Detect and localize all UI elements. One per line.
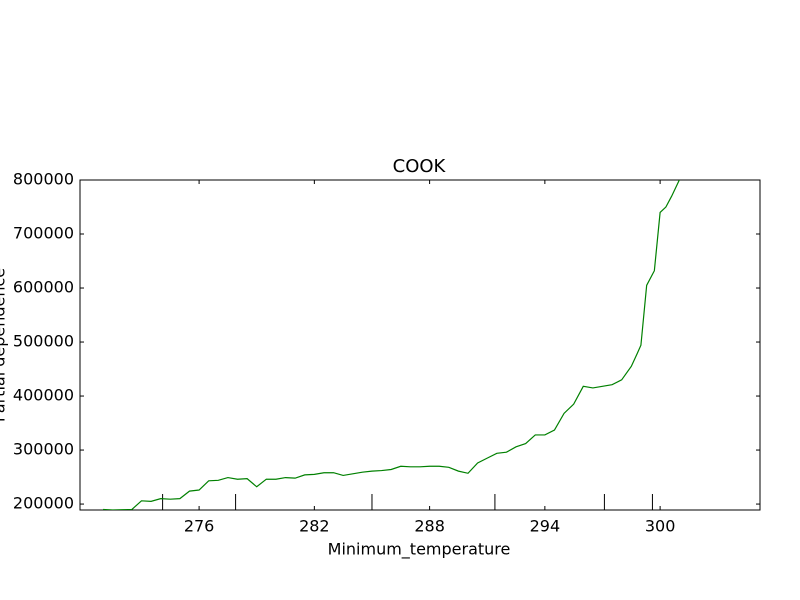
- x-tick-label: 288: [414, 517, 445, 536]
- x-tick-label: 282: [299, 517, 330, 536]
- x-tick-label: 276: [184, 517, 215, 536]
- y-tick-label: 300000: [13, 440, 74, 459]
- plot-frame: [79, 179, 761, 511]
- x-tick-label: 294: [530, 517, 561, 536]
- y-axis-label: Partial dependence: [0, 268, 9, 422]
- y-tick-label: 600000: [13, 278, 74, 297]
- x-tick-label: 300: [645, 517, 676, 536]
- y-tick-label: 200000: [13, 494, 74, 513]
- y-tick-label: 800000: [13, 170, 74, 189]
- x-axis-label: Minimum_temperature: [328, 540, 511, 560]
- y-tick-label: 700000: [13, 224, 74, 243]
- data-line: [103, 180, 680, 510]
- y-tick-label: 500000: [13, 332, 74, 351]
- y-tick-label: 400000: [13, 386, 74, 405]
- chart-title: COOK: [393, 156, 447, 177]
